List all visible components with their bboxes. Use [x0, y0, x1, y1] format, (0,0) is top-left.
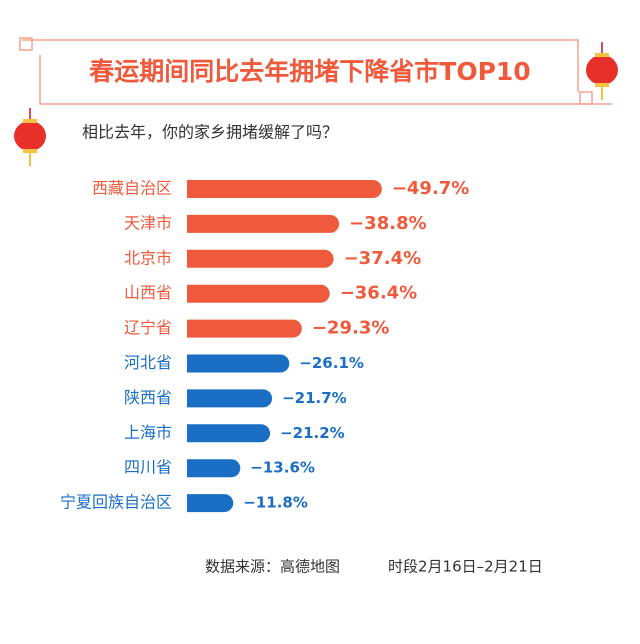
value-label: −38.8%: [349, 213, 427, 234]
category-label: 山西省: [124, 283, 172, 302]
bar: [187, 354, 290, 373]
bar: [187, 249, 334, 268]
subtitle: 相比去年，你的家乡拥堵缓解了吗？: [82, 123, 338, 142]
category-label: 北京市: [124, 248, 172, 267]
value-label: −21.7%: [282, 389, 347, 407]
bar: [187, 214, 340, 233]
value-label: −29.3%: [312, 318, 390, 339]
category-label: 宁夏回族自治区: [60, 493, 172, 512]
title-frame: [19, 37, 612, 105]
source: 数据来源：高德地图: [205, 558, 340, 576]
value-label: −26.1%: [299, 354, 364, 372]
category-label: 河北省: [124, 353, 172, 372]
bar: [187, 494, 234, 513]
period: 时段2月16日–2月21日: [388, 558, 543, 576]
lantern: [14, 108, 46, 166]
value-label: −21.2%: [280, 424, 345, 442]
category-label: 辽宁省: [124, 318, 172, 337]
value-label: −11.8%: [243, 494, 308, 512]
value-label: −36.4%: [340, 283, 418, 304]
category-label: 天津市: [124, 213, 172, 232]
bar: [186, 284, 330, 303]
category-label: 陕西省: [124, 388, 172, 407]
bar: [187, 319, 302, 338]
chart-title: 春运期间同比去年拥堵下降省市TOP10: [89, 57, 530, 86]
lantern: [586, 42, 618, 100]
bar: [187, 180, 382, 198]
bar: [187, 459, 241, 478]
value-label: −37.4%: [344, 248, 422, 269]
value-label: −49.7%: [392, 178, 470, 199]
bar: [187, 424, 271, 443]
value-label: −13.6%: [250, 459, 315, 477]
category-label: 西藏自治区: [92, 179, 172, 198]
category-label: 四川省: [124, 458, 172, 477]
category-label: 上海市: [124, 423, 172, 442]
bar: [187, 389, 273, 408]
